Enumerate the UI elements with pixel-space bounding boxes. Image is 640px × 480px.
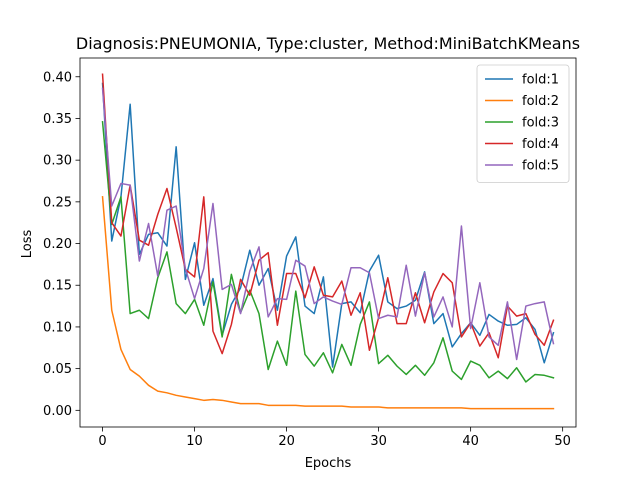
series-line-5: [101, 87, 555, 361]
series-line-2: [101, 196, 555, 410]
plot-area: 0 10 20 30 40 50 0.00 0.05 0.10 0.15 0.20 0.25 0.30 0…: [43, 57, 577, 449]
legend-label-1: fold:1: [522, 73, 559, 88]
y-axis-label: Loss: [20, 230, 35, 259]
series-line-3: [101, 120, 555, 383]
legend-label-3: fold:3: [522, 116, 559, 131]
chart-title: Diagnosis:PNEUMONIA, Type:cluster, Metho…: [76, 34, 580, 53]
plot-frame: [79, 57, 577, 428]
series-line-1: [101, 82, 555, 368]
y-tick-label: 0.30: [43, 154, 72, 169]
y-tick-label: 0.05: [43, 362, 72, 377]
y-tick-label: 0.25: [43, 195, 72, 210]
x-tick-label: 40: [462, 434, 479, 449]
legend-label-4: fold:4: [522, 137, 559, 152]
y-tick-label: 0.00: [43, 404, 72, 419]
y-tick-label: 0.35: [43, 112, 72, 127]
y-tick-label: 0.10: [43, 320, 72, 335]
series-line-4: [101, 73, 555, 359]
x-tick-label: 30: [370, 434, 387, 449]
x-tick-label: 10: [186, 434, 203, 449]
y-tick-label: 0.40: [43, 70, 72, 85]
legend-label-5: fold:5: [522, 159, 559, 174]
y-tick-label: 0.15: [43, 279, 72, 294]
y-tick-label: 0.20: [43, 237, 72, 252]
legend-label-2: fold:2: [522, 94, 559, 109]
x-axis-label: Epochs: [305, 456, 352, 471]
x-tick-label: 20: [278, 434, 295, 449]
legend: [476, 64, 570, 183]
x-tick-label: 50: [554, 434, 571, 449]
x-tick-label: 0: [98, 434, 106, 449]
